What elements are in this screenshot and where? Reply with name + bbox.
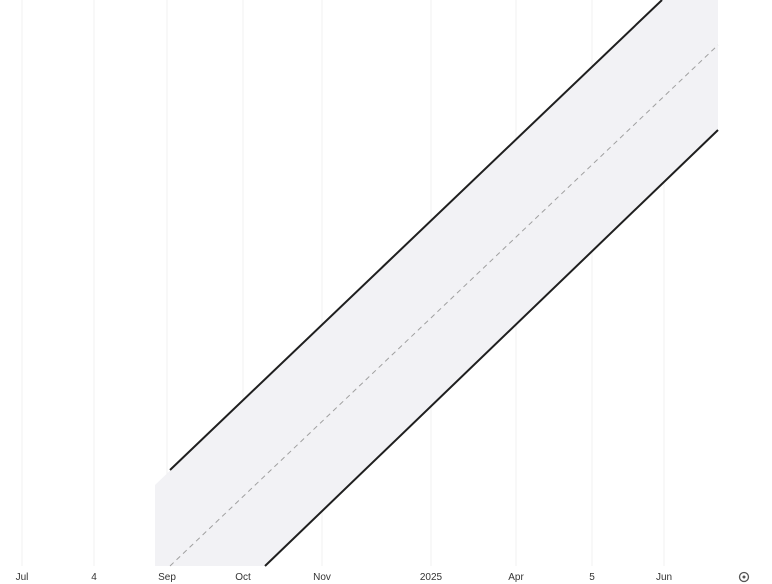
x-tick-label: Apr	[508, 572, 524, 583]
x-tick-label: 4	[91, 572, 97, 583]
channel-lower-line	[264, 129, 719, 567]
axes: 74,00069,00065,00061,00057,00053,00049,0…	[16, 571, 750, 583]
price-channel	[155, 0, 719, 567]
settings-gear-icon[interactable]	[738, 571, 750, 583]
x-tick-label: 2025	[420, 572, 443, 583]
channel-upper-line	[169, 0, 663, 471]
x-tick-label: Nov	[313, 572, 331, 583]
gear-ring	[738, 571, 750, 583]
x-tick-label: Jul	[16, 572, 29, 583]
x-tick-label: 5	[589, 572, 595, 583]
gear-hub	[742, 575, 746, 579]
channel-midline	[169, 44, 719, 567]
channel-fill	[155, 0, 718, 566]
x-tick-label: Sep	[158, 572, 176, 583]
x-tick-label: Oct	[235, 572, 251, 583]
x-tick-label: Jun	[656, 572, 672, 583]
